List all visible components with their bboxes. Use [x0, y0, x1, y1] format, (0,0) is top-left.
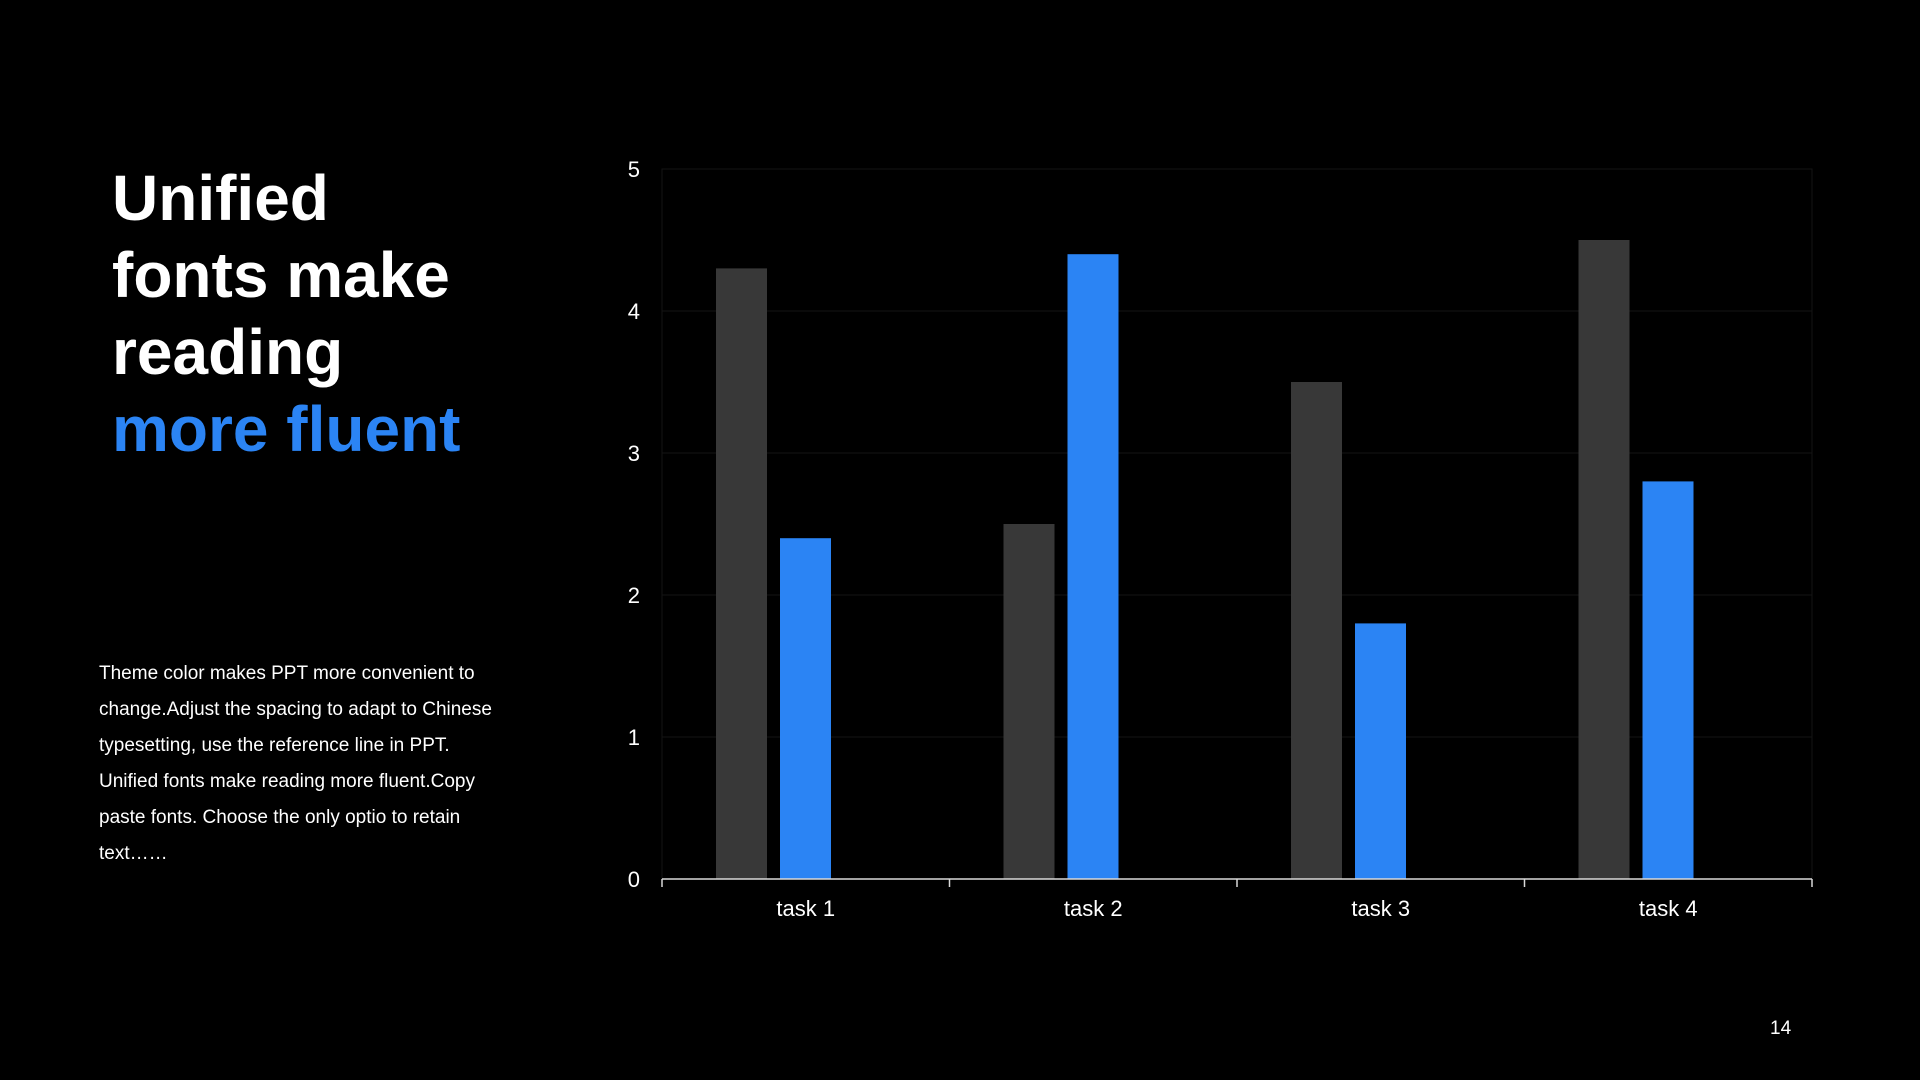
slide-headline: Unified fonts make reading more fluent — [112, 160, 460, 468]
bar-series-2-2 — [1067, 254, 1119, 879]
headline-line-1: Unified — [112, 162, 329, 234]
y-tick-label: 5 — [628, 157, 640, 182]
page-number: 14 — [1770, 1018, 1792, 1039]
bar-series-1-2 — [1003, 524, 1055, 879]
bar-series-1-4 — [1578, 240, 1630, 879]
bar-series-2-4 — [1642, 481, 1694, 879]
bar-series-2-1 — [780, 538, 831, 879]
x-tick-label: task 4 — [1639, 896, 1698, 921]
bar-series-2-3 — [1355, 623, 1406, 879]
chart-bars — [716, 240, 1694, 879]
y-tick-label: 4 — [628, 299, 640, 324]
x-tick-label: task 3 — [1351, 896, 1410, 921]
y-tick-label: 1 — [628, 725, 640, 750]
bar-series-1-3 — [1291, 382, 1342, 879]
x-tick-label: task 1 — [776, 896, 835, 921]
headline-line-3: reading — [112, 316, 344, 388]
plot-frame — [661, 168, 1813, 880]
body-paragraph: Theme color makes PPT more convenient to… — [99, 663, 492, 864]
y-tick-label: 0 — [628, 867, 640, 892]
chart-axes: 0 1 2 3 4 5 task 1 task 2 task 3 task 4 — [628, 157, 1813, 921]
y-tick-label: 3 — [628, 441, 640, 466]
headline-line-2: fonts make — [112, 239, 450, 311]
bar-series-1-1 — [716, 268, 767, 879]
y-tick-label: 2 — [628, 583, 640, 608]
x-tick-label: task 2 — [1064, 896, 1123, 921]
chart-gridlines — [661, 168, 1813, 880]
headline-accent-line: more fluent — [112, 393, 461, 465]
